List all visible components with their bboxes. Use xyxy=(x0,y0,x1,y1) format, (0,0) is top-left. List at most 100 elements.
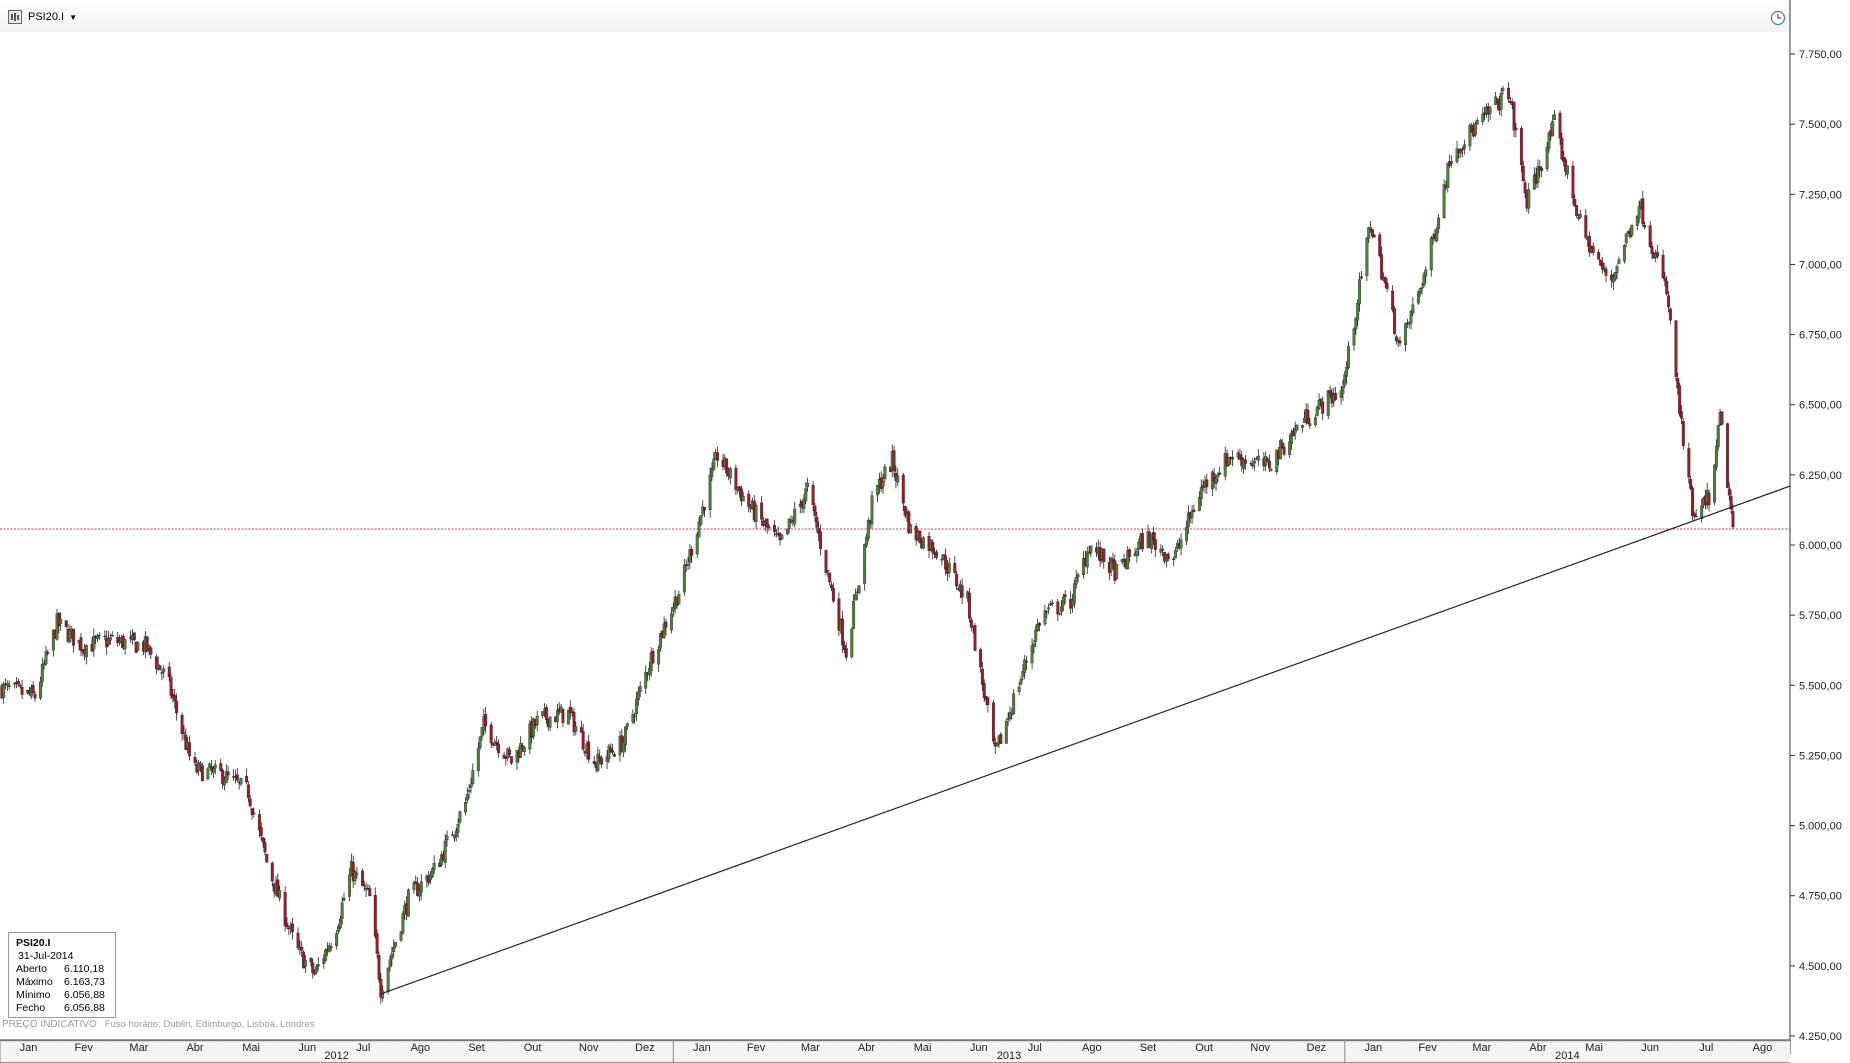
candle-body xyxy=(1404,323,1407,345)
candle-body xyxy=(1597,252,1601,260)
candle-body xyxy=(1378,234,1382,256)
candle-body xyxy=(55,613,59,640)
month-label: Ago xyxy=(1753,1042,1773,1054)
candle-body xyxy=(1212,473,1216,482)
candle-body xyxy=(1455,148,1459,163)
y-tick-label: 6.000,00 xyxy=(1799,540,1842,552)
clock-icon[interactable] xyxy=(1770,10,1786,26)
candle-body xyxy=(664,621,668,628)
candle-body xyxy=(657,648,661,665)
candle-body xyxy=(1192,509,1196,512)
candle-body xyxy=(1085,551,1089,568)
candle-body xyxy=(1214,478,1218,484)
candle-body xyxy=(173,695,177,701)
candle-body xyxy=(1512,101,1516,131)
month-label: Out xyxy=(1195,1042,1213,1054)
candle-body xyxy=(739,488,743,502)
candle-body xyxy=(337,926,340,932)
candle-body xyxy=(1301,425,1304,428)
candle-body xyxy=(793,508,797,525)
candle-body xyxy=(592,760,596,764)
candle-body xyxy=(579,727,583,733)
candle-body xyxy=(1558,112,1562,139)
candle-body xyxy=(1394,336,1398,341)
info-row-open: Aberto 6.110,18 xyxy=(16,963,115,976)
candle-body xyxy=(497,743,501,753)
candle-body xyxy=(1617,259,1621,264)
candle-body xyxy=(760,502,764,520)
candle-body xyxy=(1278,440,1282,460)
candle-body xyxy=(362,885,366,887)
candle-body xyxy=(429,874,432,881)
candle-body xyxy=(644,672,648,689)
candle-body xyxy=(1343,374,1347,386)
y-tick-label: 6.250,00 xyxy=(1799,470,1842,482)
candle-body xyxy=(116,637,120,643)
indicative-price-label: PREÇO INDICATIVO xyxy=(2,1019,97,1030)
month-label: Jan xyxy=(1364,1042,1382,1054)
candle-body xyxy=(1179,539,1183,549)
candle-body xyxy=(33,693,37,699)
candle-body xyxy=(1442,184,1446,218)
candle-body xyxy=(432,862,436,870)
candle-body xyxy=(226,771,230,776)
candle-body xyxy=(1584,215,1588,238)
candle-body xyxy=(199,763,202,765)
candle-body xyxy=(1153,539,1157,550)
candle-body xyxy=(1393,308,1396,335)
candle-body xyxy=(671,606,675,612)
month-label: Dez xyxy=(635,1042,655,1054)
candle-body xyxy=(1391,290,1395,311)
candle-body xyxy=(1720,411,1724,425)
candle-body xyxy=(986,697,990,706)
candle-body xyxy=(1424,269,1428,277)
info-label: Máximo xyxy=(16,976,53,988)
candle-body xyxy=(338,918,342,929)
caret-down-icon[interactable]: ▼ xyxy=(69,12,77,22)
symbol-selector[interactable]: PSI20.I ▼ xyxy=(8,8,77,26)
y-tick-label: 7.500,00 xyxy=(1799,119,1842,131)
candle-body xyxy=(1729,496,1733,510)
candle-body xyxy=(1501,88,1505,91)
month-label: Ago xyxy=(411,1042,431,1054)
candle-body xyxy=(1416,291,1420,304)
candle-body xyxy=(625,723,629,727)
candle-body xyxy=(419,881,423,893)
chart-toolbar: PSI20.I ▼ xyxy=(0,0,1790,32)
candle-body xyxy=(132,632,136,640)
candle-body xyxy=(1468,125,1472,147)
month-label: Set xyxy=(468,1042,485,1054)
candle-body xyxy=(598,756,602,760)
candle-body xyxy=(373,894,377,937)
candle-body xyxy=(1008,712,1012,720)
candle-body xyxy=(1461,148,1464,151)
candle-body xyxy=(651,651,655,663)
candle-body xyxy=(219,763,223,771)
candle-body xyxy=(1025,661,1028,663)
candle-body xyxy=(1663,277,1667,281)
candle-body xyxy=(567,709,570,725)
candles xyxy=(0,82,1735,1004)
candle-body xyxy=(532,718,535,737)
candle-body xyxy=(844,648,848,658)
candle-body xyxy=(1045,611,1049,613)
candle-body xyxy=(999,734,1003,744)
candle-body xyxy=(1624,233,1628,244)
candle-body xyxy=(811,484,815,505)
candle-body xyxy=(955,573,959,587)
candle-body xyxy=(728,468,732,479)
candle-body xyxy=(416,882,420,896)
candle-body xyxy=(314,966,318,973)
candle-body xyxy=(561,708,565,723)
candle-body xyxy=(1043,610,1047,625)
candle-body xyxy=(309,958,313,963)
month-label: Mar xyxy=(801,1042,820,1054)
candle-body xyxy=(1352,328,1356,346)
candle-body xyxy=(725,458,729,474)
candle-body xyxy=(1462,144,1466,149)
candle-body xyxy=(1643,224,1647,228)
candle-body xyxy=(662,623,666,638)
candle-body xyxy=(40,664,44,682)
candle-body xyxy=(72,628,76,646)
month-label: Abr xyxy=(186,1042,203,1054)
